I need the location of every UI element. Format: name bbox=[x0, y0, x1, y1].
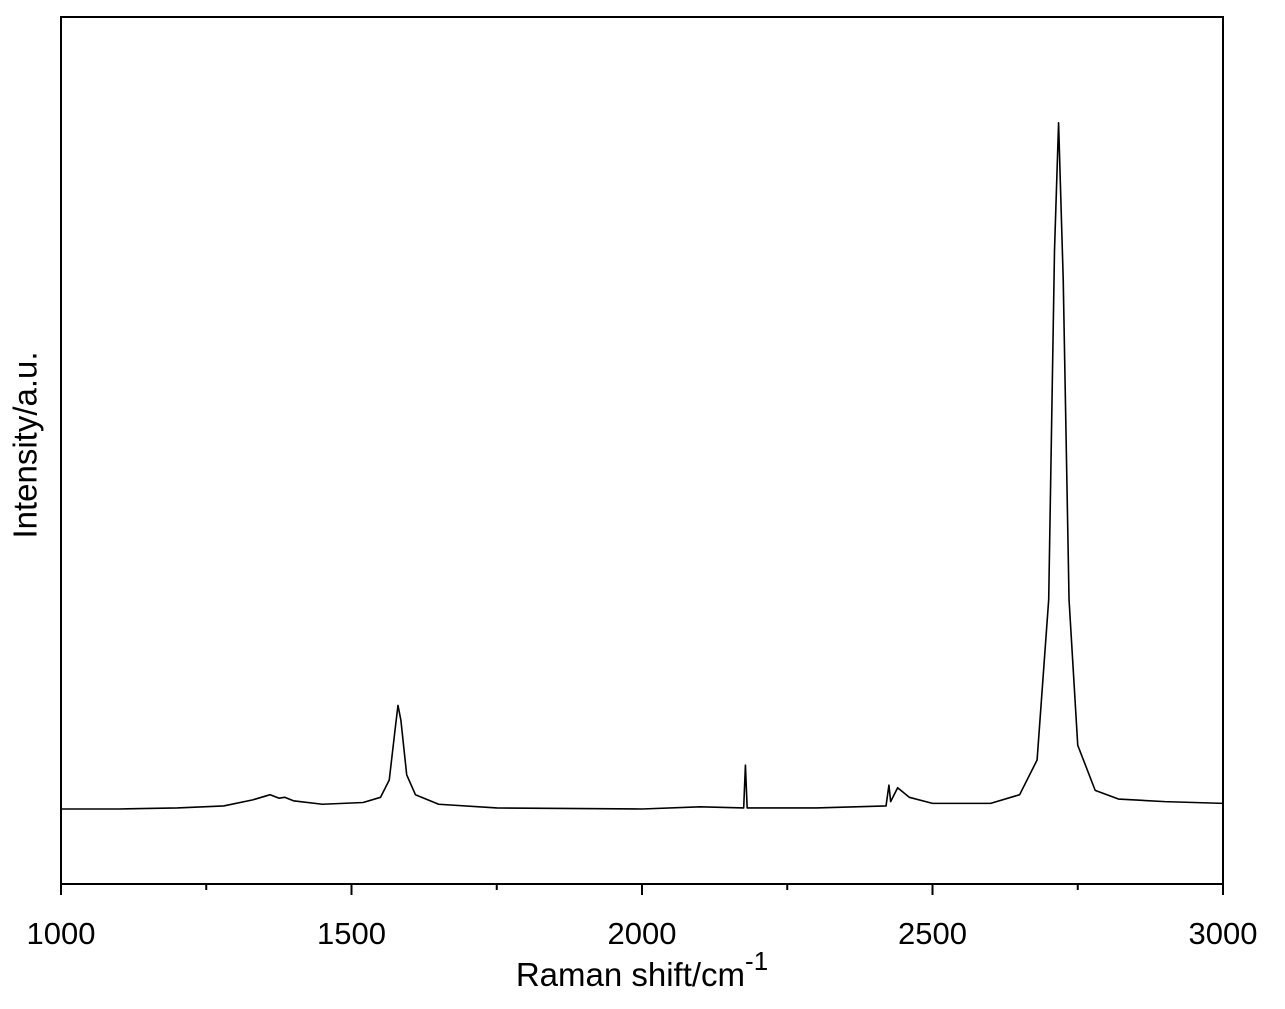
x-tick-label: 2000 bbox=[608, 916, 677, 951]
spectrum-line bbox=[61, 121, 1224, 810]
x-tick-label: 1500 bbox=[317, 916, 386, 951]
x-axis-label: Raman shift/cm-1 bbox=[516, 946, 768, 993]
plot-frame bbox=[60, 16, 1224, 885]
x-tick-label: 1000 bbox=[27, 916, 96, 951]
x-tick-label: 3000 bbox=[1189, 916, 1258, 951]
x-axis-label-main: Raman shift/cm bbox=[516, 956, 745, 993]
y-axis-label: Intensity/a.u. bbox=[7, 351, 44, 538]
x-axis-label-sup: -1 bbox=[745, 946, 768, 976]
x-tick-label: 2500 bbox=[898, 916, 967, 951]
